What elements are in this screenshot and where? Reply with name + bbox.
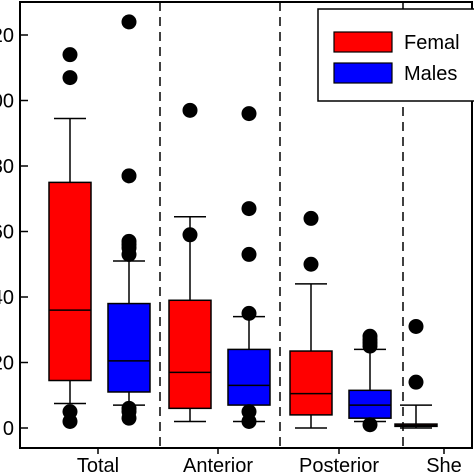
box-females-sheath bbox=[394, 318, 438, 429]
y-tick-label: 0 bbox=[3, 418, 14, 440]
box-iqr bbox=[227, 348, 271, 406]
outlier-point bbox=[241, 106, 257, 122]
box-males-anterior bbox=[227, 106, 271, 429]
box-females-posterior bbox=[289, 210, 333, 429]
legend-box bbox=[317, 8, 474, 102]
plot-area bbox=[48, 2, 438, 448]
outlier-point bbox=[303, 256, 319, 272]
category-label-anterior: Anterior bbox=[183, 455, 253, 474]
outlier-point bbox=[362, 328, 378, 344]
legend-label: Males bbox=[404, 63, 457, 85]
y-tick-label: 20 bbox=[0, 353, 14, 375]
outlier-point bbox=[241, 305, 257, 321]
outlier-point bbox=[121, 233, 137, 249]
y-tick-label: 40 bbox=[0, 287, 14, 309]
box-iqr bbox=[168, 299, 212, 410]
box-iqr bbox=[289, 350, 333, 416]
outlier-point bbox=[182, 102, 198, 118]
y-tick-label: 80 bbox=[0, 156, 14, 178]
box-females-total bbox=[48, 47, 92, 429]
outlier-point bbox=[303, 210, 319, 226]
plot-frame bbox=[19, 1, 473, 449]
outlier-point bbox=[182, 227, 198, 243]
outlier-point bbox=[121, 168, 137, 184]
outlier-point bbox=[62, 404, 78, 420]
legend-label: Femal bbox=[404, 32, 460, 54]
outlier-point bbox=[408, 374, 424, 390]
outlier-point bbox=[62, 70, 78, 86]
category-label-posterior: Posterior bbox=[299, 455, 379, 474]
box-iqr bbox=[348, 389, 392, 419]
outlier-point bbox=[241, 246, 257, 262]
outlier-point bbox=[362, 417, 378, 433]
category-label-sheath: She bbox=[426, 455, 462, 474]
outlier-point bbox=[241, 404, 257, 420]
box-males-posterior bbox=[348, 328, 392, 433]
legend: Femal Males bbox=[317, 8, 474, 102]
box-males-total bbox=[107, 14, 151, 426]
box-iqr bbox=[107, 302, 151, 393]
legend-swatch bbox=[333, 31, 393, 53]
outlier-point bbox=[241, 201, 257, 217]
y-tick-label: 100 bbox=[0, 91, 14, 113]
category-label-total: Total bbox=[77, 455, 119, 474]
y-tick-label: 60 bbox=[0, 222, 14, 244]
outlier-point bbox=[121, 14, 137, 30]
y-tick-label: 120 bbox=[0, 25, 14, 47]
legend-swatch bbox=[333, 62, 393, 84]
outlier-point bbox=[62, 47, 78, 63]
box-females-anterior bbox=[168, 102, 212, 423]
outlier-point bbox=[121, 400, 137, 416]
outlier-point bbox=[408, 318, 424, 334]
box-iqr bbox=[48, 181, 92, 382]
